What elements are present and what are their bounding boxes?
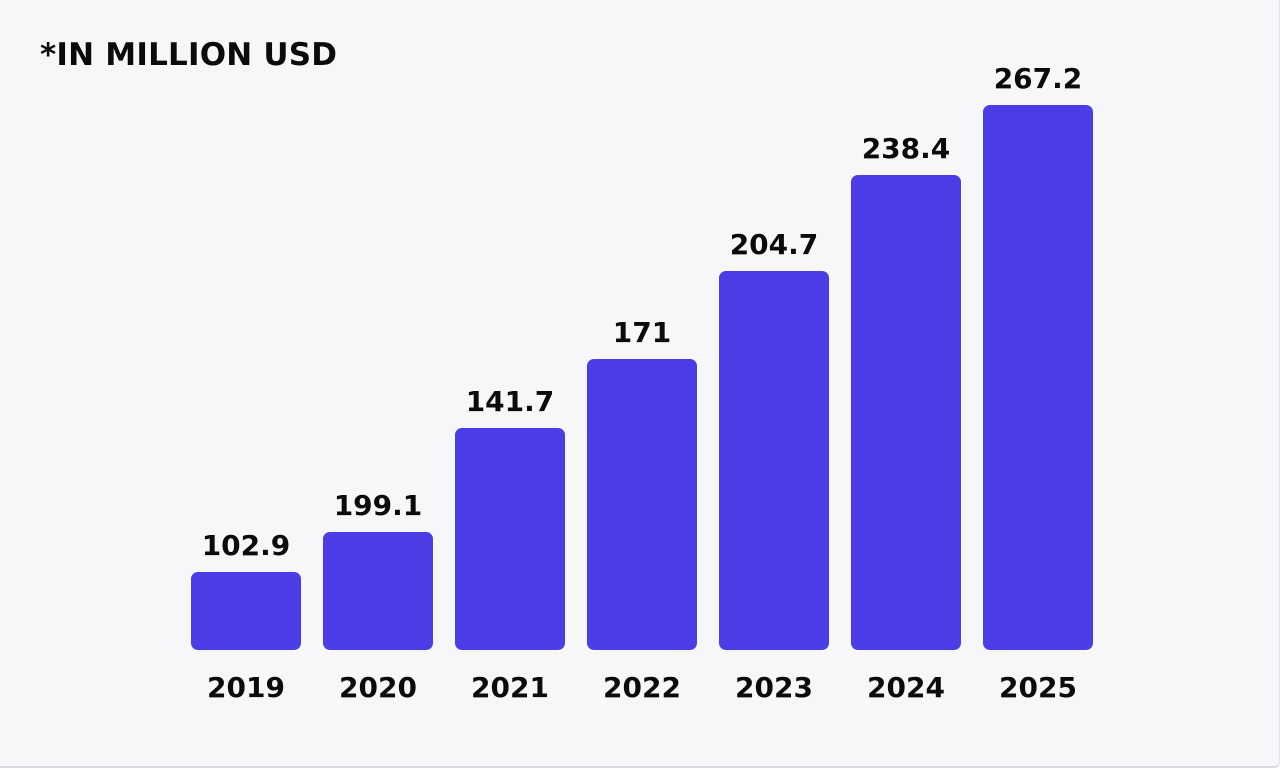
value-label-2024: 238.4	[862, 132, 951, 165]
bar-2022	[587, 359, 697, 650]
category-label-2025: 2025	[999, 671, 1077, 704]
unit-note: *IN MILLION USD	[40, 37, 338, 73]
bar-2024	[851, 175, 961, 650]
category-label-2021: 2021	[471, 671, 549, 704]
bar-2020	[323, 532, 433, 650]
bar-2019	[191, 572, 301, 650]
bar-2021	[455, 428, 565, 650]
category-label-2023: 2023	[735, 671, 813, 704]
value-label-2023: 204.7	[730, 228, 819, 261]
value-label-2019: 102.9	[202, 529, 291, 562]
category-label-2022: 2022	[603, 671, 681, 704]
value-label-2022: 171	[613, 316, 671, 349]
category-label-2019: 2019	[207, 671, 285, 704]
category-label-2024: 2024	[867, 671, 945, 704]
value-label-2021: 141.7	[466, 385, 555, 418]
bar-2023	[719, 271, 829, 650]
value-label-2025: 267.2	[994, 62, 1083, 95]
category-label-2020: 2020	[339, 671, 417, 704]
bar-2025	[983, 105, 1093, 650]
value-label-2020: 199.1	[334, 489, 423, 522]
